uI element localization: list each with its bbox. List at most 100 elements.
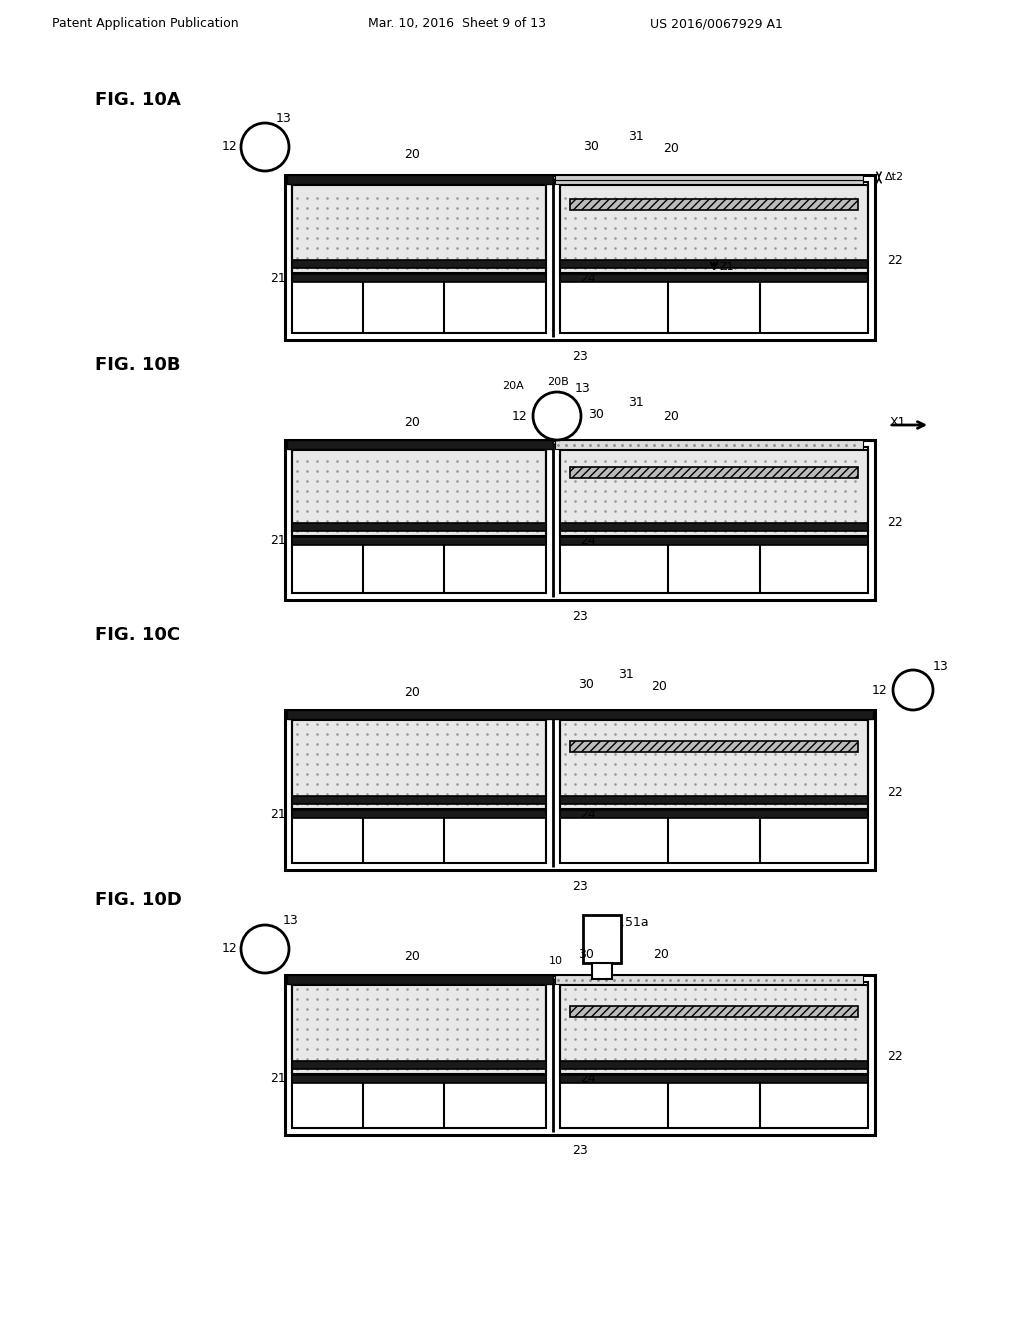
Bar: [285, 176, 874, 341]
Bar: [560, 537, 868, 545]
Bar: [292, 182, 546, 333]
Bar: [560, 985, 868, 1074]
Text: 10: 10: [549, 956, 563, 966]
Bar: [560, 1074, 868, 1082]
Text: 30: 30: [588, 408, 604, 421]
Text: 12: 12: [871, 684, 887, 697]
Bar: [560, 185, 868, 273]
Bar: [285, 440, 874, 601]
Bar: [292, 260, 546, 268]
Bar: [287, 440, 553, 449]
Text: Patent Application Publication: Patent Application Publication: [52, 17, 239, 30]
Bar: [292, 447, 546, 593]
Bar: [555, 176, 863, 180]
Bar: [560, 182, 868, 333]
Circle shape: [241, 123, 289, 172]
Bar: [560, 447, 868, 593]
Bar: [570, 1006, 858, 1016]
Text: 20: 20: [663, 143, 679, 156]
Text: 23: 23: [572, 879, 588, 892]
Bar: [292, 1074, 546, 1082]
Text: 13: 13: [276, 111, 292, 124]
Text: 13: 13: [933, 660, 949, 672]
Text: 20: 20: [404, 149, 420, 161]
Bar: [292, 523, 546, 531]
Text: 21: 21: [270, 535, 286, 548]
Text: 31: 31: [628, 131, 644, 144]
Text: 24: 24: [580, 535, 596, 548]
Text: 20: 20: [663, 409, 679, 422]
Text: 20: 20: [653, 949, 669, 961]
Text: Mar. 10, 2016  Sheet 9 of 13: Mar. 10, 2016 Sheet 9 of 13: [368, 17, 546, 30]
Text: FIG. 10B: FIG. 10B: [95, 356, 180, 374]
Text: 20A: 20A: [502, 381, 523, 391]
Text: X1: X1: [890, 416, 906, 429]
Text: 22: 22: [887, 253, 903, 267]
Bar: [560, 450, 868, 536]
Bar: [292, 810, 546, 818]
Text: 20B: 20B: [547, 378, 568, 387]
Text: FIG. 10C: FIG. 10C: [95, 626, 180, 644]
Text: 31: 31: [618, 668, 634, 681]
Bar: [560, 1061, 868, 1069]
Circle shape: [241, 925, 289, 973]
Text: 24: 24: [580, 272, 596, 285]
Bar: [560, 275, 868, 282]
Bar: [292, 275, 546, 282]
Text: 24: 24: [580, 808, 596, 821]
Circle shape: [893, 671, 933, 710]
Text: 13: 13: [283, 915, 299, 928]
Bar: [292, 985, 546, 1074]
Bar: [560, 523, 868, 531]
Bar: [292, 537, 546, 545]
Text: 30: 30: [583, 140, 599, 153]
Text: 30: 30: [578, 678, 594, 692]
Text: 12: 12: [221, 942, 237, 956]
Bar: [592, 964, 612, 979]
Bar: [287, 710, 873, 719]
Text: 23: 23: [572, 610, 588, 623]
Bar: [292, 717, 546, 863]
Bar: [555, 180, 863, 183]
Text: 30: 30: [578, 949, 594, 961]
Bar: [285, 975, 874, 1135]
Text: 22: 22: [887, 1051, 903, 1064]
Bar: [292, 719, 546, 809]
Bar: [292, 796, 546, 804]
Text: 20: 20: [651, 680, 667, 693]
Text: 31: 31: [628, 396, 644, 408]
Bar: [560, 719, 868, 809]
Bar: [570, 741, 858, 752]
Text: 20: 20: [404, 950, 420, 964]
Text: FIG. 10D: FIG. 10D: [95, 891, 182, 909]
Bar: [570, 199, 858, 210]
Text: FIG. 10A: FIG. 10A: [95, 91, 181, 110]
Text: 13: 13: [575, 381, 591, 395]
Bar: [560, 260, 868, 268]
Bar: [560, 796, 868, 804]
Bar: [560, 717, 868, 863]
Bar: [292, 185, 546, 273]
Text: 51a: 51a: [625, 916, 648, 929]
Text: 23: 23: [572, 1144, 588, 1158]
Text: 21: 21: [270, 272, 286, 285]
Bar: [292, 982, 546, 1129]
Text: Z1: Z1: [719, 261, 733, 272]
Text: 20: 20: [404, 685, 420, 698]
Text: Δt2: Δt2: [885, 172, 904, 182]
Text: 23: 23: [572, 350, 588, 363]
Text: 22: 22: [887, 516, 903, 528]
Text: 22: 22: [887, 785, 903, 799]
Text: 21: 21: [270, 808, 286, 821]
Bar: [555, 440, 863, 449]
Bar: [570, 467, 858, 478]
Bar: [560, 810, 868, 818]
Bar: [285, 710, 874, 870]
Bar: [287, 975, 553, 983]
Text: US 2016/0067929 A1: US 2016/0067929 A1: [650, 17, 783, 30]
Text: 24: 24: [580, 1072, 596, 1085]
Text: 20: 20: [404, 416, 420, 429]
Bar: [583, 915, 621, 964]
Bar: [287, 176, 553, 183]
Bar: [555, 975, 863, 983]
